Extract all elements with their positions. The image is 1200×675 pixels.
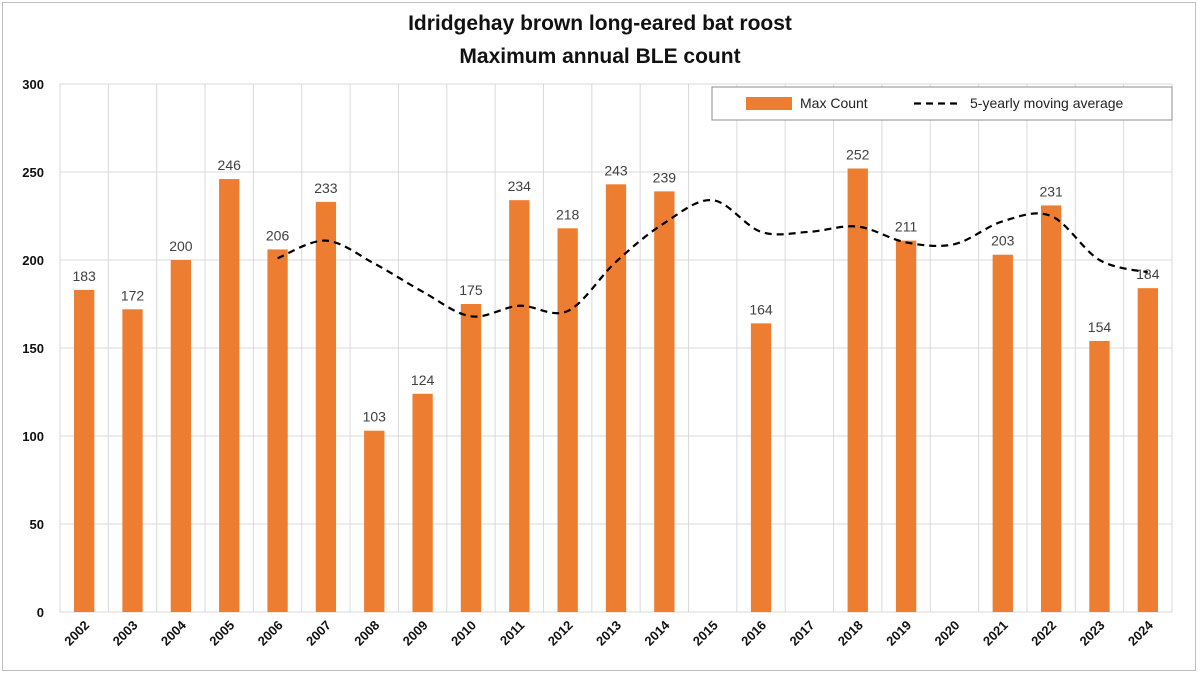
- bar-2005: [219, 179, 240, 613]
- bar-2010: [460, 304, 482, 612]
- bar-2011: [509, 200, 530, 612]
- x-tick-label: 2011: [497, 618, 528, 649]
- x-tick-label: 2008: [351, 618, 382, 649]
- bar-2004: [170, 260, 192, 612]
- x-tick-label: 2020: [931, 618, 962, 649]
- x-tick-label: 2005: [206, 618, 237, 649]
- legend: Max Count 5-yearly moving average: [711, 86, 1173, 121]
- chart-subtitle: Maximum annual BLE count: [459, 45, 741, 68]
- moving-average-line: [277, 199, 1149, 318]
- y-tick-label: 50: [30, 517, 44, 532]
- data-label-2024: 184: [1136, 266, 1160, 282]
- data-label-2005: 246: [218, 157, 242, 173]
- data-label-2019: 211: [895, 219, 918, 235]
- x-tick-label: 2021: [980, 618, 1011, 649]
- y-tick-label: 300: [22, 77, 44, 92]
- data-label-2023: 154: [1088, 319, 1112, 335]
- bar-2006: [267, 249, 288, 612]
- bar-2022: [1040, 205, 1062, 612]
- y-tick-label: 150: [22, 341, 44, 356]
- data-label-2012: 218: [556, 206, 580, 222]
- x-tick-label: 2022: [1028, 618, 1059, 649]
- x-tick-label: 2015: [690, 618, 721, 649]
- data-label-2008: 103: [363, 409, 387, 425]
- bar-2018: [847, 168, 868, 613]
- bar-2014: [654, 191, 675, 613]
- x-tick-label: 2024: [1125, 617, 1157, 649]
- x-tick-label: 2019: [883, 618, 914, 649]
- data-labels: 183 172 200 246 206 233 103 124 175 234 218 243 239 1…: [72, 146, 1159, 424]
- bar-2016: [750, 323, 772, 612]
- bar-series: [74, 168, 1158, 613]
- bar-2021: [992, 254, 1013, 612]
- bar-2024: [1137, 288, 1158, 612]
- y-tick-label: 250: [22, 165, 44, 180]
- bar-2007: [315, 201, 337, 613]
- y-axis-ticks: 0 50 100 150 200 250 300: [22, 77, 44, 620]
- x-tick-label: 2012: [545, 618, 576, 649]
- data-label-2011: 234: [508, 178, 532, 194]
- x-tick-label: 2017: [786, 618, 817, 649]
- bar-2013: [605, 184, 627, 612]
- x-axis-ticks: 2002 2003 2004 2005 2006 2007 2008 2009 2010 2011…: [61, 617, 1156, 649]
- legend-swatch-max-count: [746, 97, 792, 110]
- bar-2002: [74, 289, 95, 612]
- data-label-2003: 172: [121, 287, 145, 303]
- x-tick-label: 2010: [448, 618, 479, 649]
- x-tick-label: 2003: [110, 618, 141, 649]
- y-tick-label: 200: [22, 253, 44, 268]
- bar-2023: [1089, 340, 1110, 612]
- data-label-2021: 203: [991, 233, 1015, 249]
- data-label-2007: 233: [314, 180, 338, 196]
- x-tick-label: 2007: [303, 618, 334, 649]
- bar-2012: [557, 228, 578, 612]
- y-tick-label: 100: [22, 429, 44, 444]
- x-tick-label: 2009: [400, 618, 431, 649]
- x-tick-label: 2023: [1077, 618, 1108, 649]
- bar-2009: [412, 393, 433, 612]
- x-tick-label: 2014: [641, 617, 673, 649]
- x-tick-label: 2016: [738, 618, 769, 649]
- legend-label-max-count: Max Count: [800, 95, 868, 111]
- data-label-2006: 206: [266, 227, 290, 243]
- data-label-2002: 183: [72, 268, 96, 284]
- bar-2019: [895, 240, 917, 612]
- data-label-2009: 124: [411, 372, 435, 388]
- data-label-2016: 164: [749, 301, 773, 317]
- x-tick-label: 2004: [158, 617, 190, 649]
- x-tick-label: 2018: [835, 618, 866, 649]
- x-tick-label: 2002: [61, 618, 92, 649]
- bar-2003: [122, 309, 143, 612]
- data-label-2022: 231: [1039, 183, 1063, 199]
- y-tick-label: 0: [37, 605, 44, 620]
- data-label-2010: 175: [459, 282, 483, 298]
- legend-label-moving-average: 5-yearly moving average: [970, 95, 1124, 111]
- data-label-2004: 200: [169, 238, 193, 254]
- data-label-2014: 239: [653, 169, 677, 185]
- data-label-2018: 252: [846, 146, 870, 162]
- x-tick-label: 2006: [255, 618, 286, 649]
- chart-title: Idridgehay brown long-eared bat roost: [408, 12, 792, 35]
- x-tick-label: 2013: [593, 618, 624, 649]
- data-label-2013: 243: [604, 162, 628, 178]
- moving-average-series: [277, 199, 1149, 318]
- bar-2008: [364, 430, 385, 612]
